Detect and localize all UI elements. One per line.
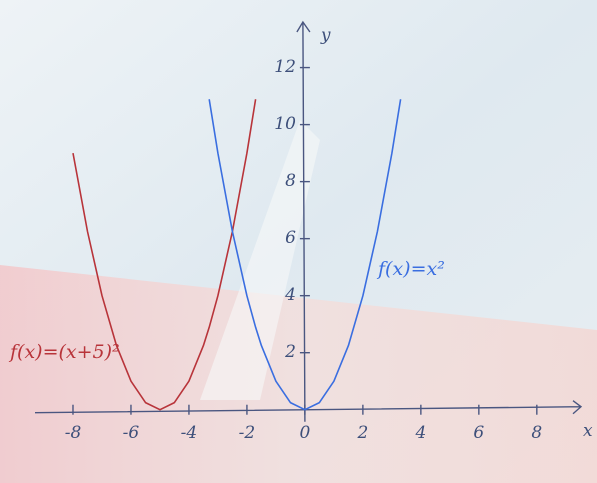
curve (72, 99, 257, 411)
y-tick-label: 12 (274, 57, 296, 77)
y-tick-label: 6 (285, 228, 296, 248)
x-tick-label: -2 (239, 423, 256, 443)
x-tick-label: 6 (473, 423, 484, 443)
x-tick-label: 8 (531, 423, 542, 443)
x-tick-label: 0 (299, 423, 310, 443)
x-tick-label: 4 (414, 423, 426, 443)
x-tick-label: -8 (65, 423, 82, 443)
y-tick-label: 8 (285, 171, 296, 191)
curve-label: f(x)=x² (376, 258, 445, 280)
y-axis-label: y (320, 26, 331, 46)
y-tick-label: 4 (284, 285, 296, 305)
x-tick-label: -6 (123, 423, 140, 443)
x-axis (34, 400, 583, 415)
x-tick-label: 2 (356, 423, 368, 443)
curve-label: f(x)=(x+5)² (8, 341, 120, 363)
x-axis-label: x (583, 421, 593, 441)
light-band (0, 265, 597, 483)
x-tick-label: -4 (181, 423, 198, 443)
y-tick-label: 10 (274, 114, 296, 134)
light-streak (200, 120, 320, 400)
y-tick-label: 2 (284, 342, 296, 362)
y-axis (296, 20, 311, 422)
curve (208, 99, 402, 411)
